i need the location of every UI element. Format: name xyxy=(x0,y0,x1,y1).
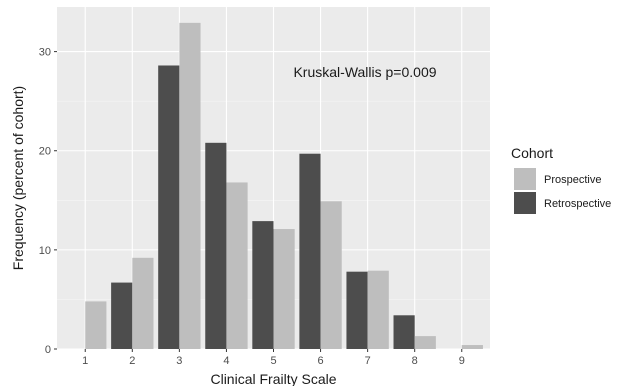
x-tick-label: 1 xyxy=(82,355,88,367)
x-tick-label: 4 xyxy=(223,355,229,367)
bar-prospective-4 xyxy=(226,182,248,349)
y-tick-label: 30 xyxy=(39,47,51,59)
legend-label-prospective: Prospective xyxy=(544,174,601,186)
legend: Cohort Prospective Retrospective xyxy=(511,145,611,214)
x-tick-label: 5 xyxy=(270,355,276,367)
bar-prospective-8 xyxy=(414,336,436,349)
axis-ticks: 0 10 20 30 1 2 3 4 5 6 7 8 9 xyxy=(39,47,465,367)
bar-retrospective-8 xyxy=(393,315,415,349)
y-tick-label: 20 xyxy=(39,146,51,158)
y-tick-label: 0 xyxy=(45,344,51,356)
x-axis-title: Clinical Frailty Scale xyxy=(210,371,336,386)
bar-retrospective-6 xyxy=(299,153,321,349)
bar-prospective-3 xyxy=(179,22,201,349)
legend-label-retrospective: Retrospective xyxy=(544,198,611,210)
bar-retrospective-7 xyxy=(346,271,368,349)
bar-retrospective-5 xyxy=(252,221,274,349)
x-tick-label: 7 xyxy=(365,355,371,367)
x-tick-label: 6 xyxy=(318,355,324,367)
bar-prospective-5 xyxy=(273,229,295,349)
bar-retrospective-4 xyxy=(205,142,227,349)
legend-title: Cohort xyxy=(511,145,553,161)
legend-key-retrospective xyxy=(514,192,536,214)
x-tick-label: 3 xyxy=(176,355,182,367)
bar-prospective-1 xyxy=(85,301,107,349)
y-tick-label: 10 xyxy=(39,245,51,257)
bar-prospective-7 xyxy=(367,270,389,349)
annotation: Kruskal-Wallis p=0.009 xyxy=(293,64,436,80)
bar-prospective-6 xyxy=(320,201,342,349)
y-axis-title: Frequency (percent of cohort) xyxy=(10,86,26,270)
bar-retrospective-2 xyxy=(111,282,133,349)
bar-prospective-2 xyxy=(132,257,154,349)
bars xyxy=(85,22,483,350)
bar-retrospective-3 xyxy=(158,65,180,350)
bar-prospective-9 xyxy=(461,345,483,349)
x-tick-label: 8 xyxy=(412,355,418,367)
x-tick-label: 9 xyxy=(459,355,465,367)
x-tick-label: 2 xyxy=(129,355,135,367)
legend-key-prospective xyxy=(514,168,536,190)
